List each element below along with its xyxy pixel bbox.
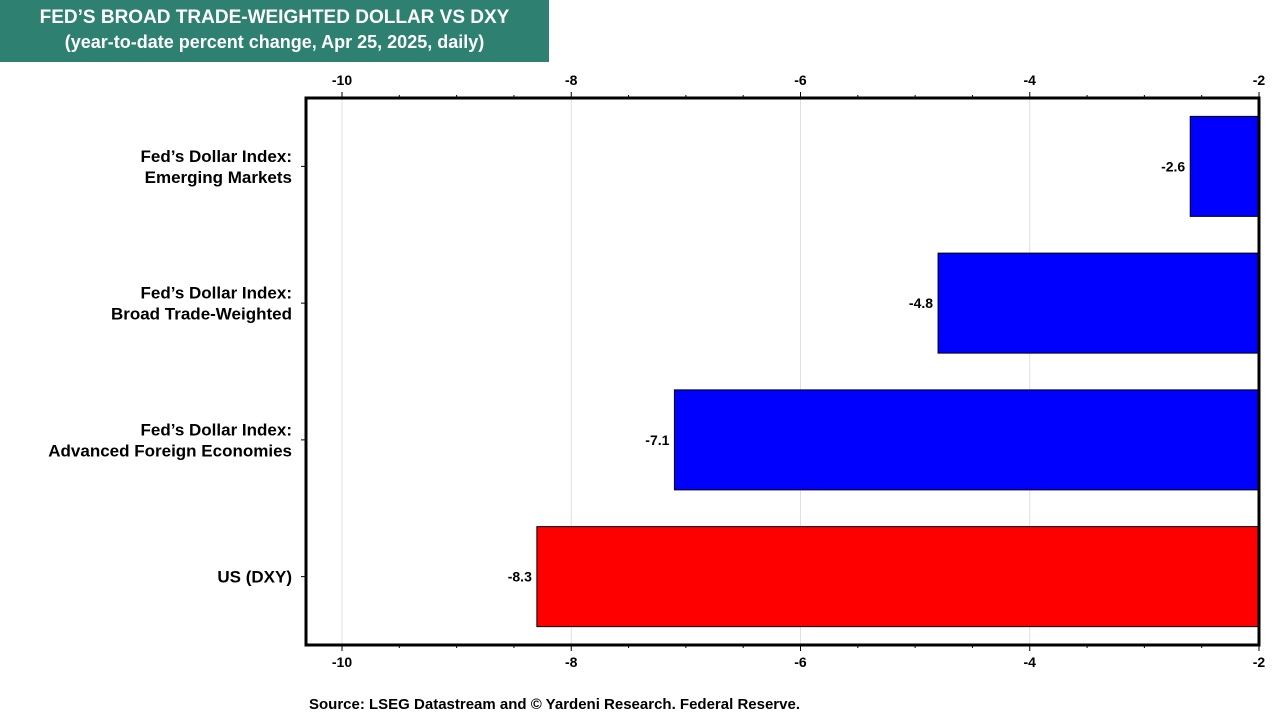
- category-label: Advanced Foreign Economies: [48, 441, 292, 460]
- x-tick-label-bottom: -8: [565, 654, 578, 670]
- bar: [1189, 115, 1260, 217]
- chart-title: FED’S BROAD TRADE-WEIGHTED DOLLAR VS DXY: [39, 7, 510, 28]
- plot-frame: [304, 96, 1261, 647]
- category-label: Fed’s Dollar Index:: [141, 284, 292, 303]
- category-label: Emerging Markets: [145, 168, 292, 187]
- x-tick-label-bottom: -6: [794, 654, 807, 670]
- data-label: -7.1: [645, 432, 669, 448]
- x-tick-label-top: -2: [1253, 72, 1266, 88]
- x-tick-label-bottom: -2: [1253, 654, 1266, 670]
- category-label: US (DXY): [217, 568, 292, 587]
- chart-subtitle: (year-to-date percent change, Apr 25, 20…: [64, 32, 485, 52]
- x-tick-label-bottom: -10: [332, 654, 352, 670]
- data-label: -2.6: [1161, 158, 1185, 174]
- bar: [536, 526, 1260, 628]
- x-tick-label-top: -6: [794, 72, 807, 88]
- chart-title-box: FED’S BROAD TRADE-WEIGHTED DOLLAR VS DXY…: [0, 0, 549, 62]
- category-label: Broad Trade-Weighted: [111, 305, 292, 324]
- x-tick-label-bottom: -4: [1024, 654, 1037, 670]
- category-label: Fed’s Dollar Index:: [141, 147, 292, 166]
- category-label: Fed’s Dollar Index:: [141, 420, 292, 439]
- data-label: -4.8: [909, 295, 933, 311]
- x-tick-label-top: -10: [332, 72, 352, 88]
- source-note: Source: LSEG Datastream and © Yardeni Re…: [309, 696, 800, 713]
- x-tick-label-top: -4: [1024, 72, 1037, 88]
- x-tick-label-top: -8: [565, 72, 578, 88]
- bar: [673, 389, 1260, 491]
- data-label: -8.3: [508, 569, 532, 585]
- bar: [937, 252, 1260, 354]
